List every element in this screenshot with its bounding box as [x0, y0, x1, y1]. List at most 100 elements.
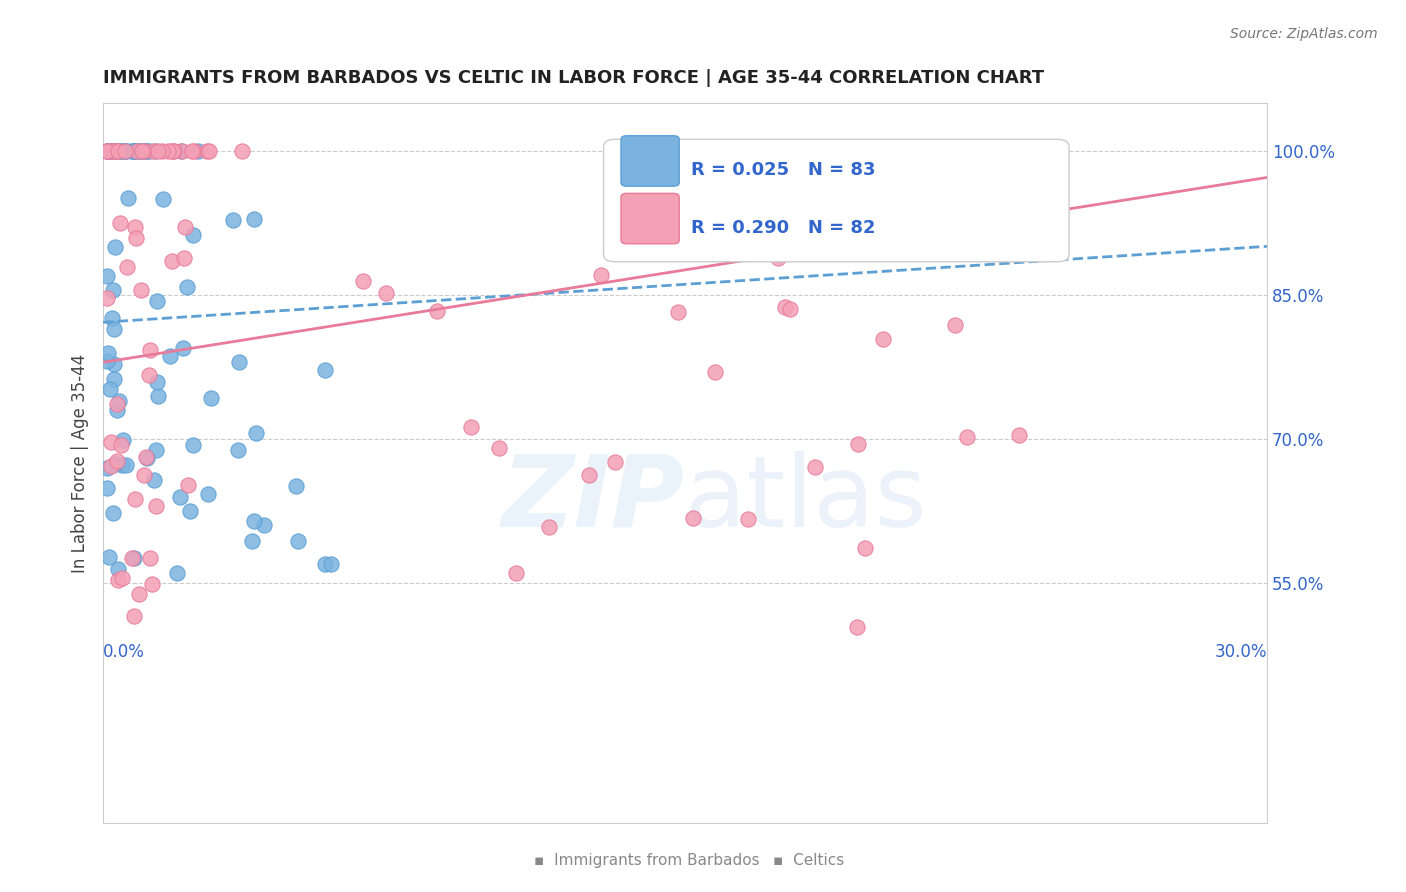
Celtics — [125, 231, 148, 245]
Celtics — [375, 286, 398, 301]
Celtics — [731, 207, 754, 221]
Immigrants from Barbados — [104, 457, 127, 471]
Text: atlas: atlas — [685, 451, 927, 548]
Celtics — [537, 519, 560, 533]
Immigrants from Barbados — [179, 504, 201, 518]
Immigrants from Barbados — [114, 145, 136, 159]
Immigrants from Barbados — [96, 145, 118, 159]
Celtics — [163, 145, 186, 159]
Immigrants from Barbados — [145, 442, 167, 457]
Immigrants from Barbados — [226, 443, 249, 458]
Immigrants from Barbados — [103, 372, 125, 386]
Celtics — [132, 467, 155, 482]
Immigrants from Barbados — [135, 451, 157, 466]
Immigrants from Barbados — [243, 212, 266, 227]
Celtics — [141, 577, 163, 591]
Immigrants from Barbados — [245, 426, 267, 441]
Celtics — [704, 365, 727, 379]
Immigrants from Barbados — [117, 191, 139, 205]
Immigrants from Barbados — [96, 145, 118, 159]
Immigrants from Barbados — [124, 145, 146, 159]
Y-axis label: In Labor Force | Age 35-44: In Labor Force | Age 35-44 — [72, 354, 89, 573]
Celtics — [150, 145, 173, 159]
Immigrants from Barbados — [100, 145, 122, 159]
Immigrants from Barbados — [142, 473, 165, 487]
Immigrants from Barbados — [121, 145, 143, 159]
FancyBboxPatch shape — [603, 139, 1069, 261]
Celtics — [693, 184, 716, 198]
Celtics — [170, 145, 193, 159]
Immigrants from Barbados — [138, 145, 160, 159]
Immigrants from Barbados — [252, 518, 274, 533]
Immigrants from Barbados — [101, 311, 124, 326]
Celtics — [855, 541, 877, 555]
Immigrants from Barbados — [242, 514, 264, 528]
Celtics — [173, 252, 195, 266]
Celtics — [105, 145, 128, 159]
FancyBboxPatch shape — [621, 194, 679, 244]
Celtics — [231, 145, 253, 159]
Immigrants from Barbados — [200, 392, 222, 406]
Celtics — [177, 477, 200, 491]
Immigrants from Barbados — [104, 240, 127, 254]
Immigrants from Barbados — [166, 566, 188, 581]
Immigrants from Barbados — [319, 557, 342, 571]
Celtics — [804, 460, 827, 475]
Text: ZIP: ZIP — [502, 451, 685, 548]
Immigrants from Barbados — [110, 145, 132, 159]
Immigrants from Barbados — [97, 145, 120, 159]
Celtics — [1008, 428, 1031, 442]
Immigrants from Barbados — [96, 354, 118, 368]
Immigrants from Barbados — [121, 145, 143, 159]
Celtics — [846, 437, 869, 451]
Celtics — [195, 145, 218, 159]
Celtics — [139, 343, 162, 358]
Immigrants from Barbados — [228, 355, 250, 369]
Immigrants from Barbados — [103, 145, 125, 159]
Immigrants from Barbados — [96, 268, 118, 283]
Celtics — [846, 620, 869, 634]
Immigrants from Barbados — [240, 533, 263, 548]
Celtics — [101, 145, 124, 159]
Celtics — [129, 283, 152, 297]
Celtics — [127, 145, 149, 159]
Immigrants from Barbados — [105, 403, 128, 417]
Immigrants from Barbados — [107, 145, 129, 159]
Celtics — [135, 450, 157, 464]
Immigrants from Barbados — [135, 145, 157, 159]
Immigrants from Barbados — [181, 227, 204, 242]
Immigrants from Barbados — [159, 349, 181, 363]
FancyBboxPatch shape — [621, 136, 679, 186]
Celtics — [100, 435, 122, 450]
Immigrants from Barbados — [122, 145, 145, 159]
Immigrants from Barbados — [101, 506, 124, 520]
Immigrants from Barbados — [103, 283, 125, 297]
Celtics — [737, 512, 759, 526]
Celtics — [718, 199, 741, 213]
Immigrants from Barbados — [176, 280, 198, 294]
Immigrants from Barbados — [197, 487, 219, 501]
Immigrants from Barbados — [172, 341, 194, 355]
Immigrants from Barbados — [128, 145, 150, 159]
Immigrants from Barbados — [136, 145, 159, 159]
Celtics — [121, 551, 143, 566]
Celtics — [633, 194, 655, 209]
Immigrants from Barbados — [122, 551, 145, 566]
Celtics — [96, 145, 118, 159]
Text: R = 0.290   N = 82: R = 0.290 N = 82 — [690, 219, 876, 236]
Immigrants from Barbados — [143, 145, 166, 159]
Celtics — [591, 268, 613, 282]
Immigrants from Barbados — [132, 145, 155, 159]
Text: 0.0%: 0.0% — [103, 643, 145, 662]
Celtics — [766, 251, 789, 265]
Celtics — [138, 551, 160, 566]
Immigrants from Barbados — [114, 145, 136, 159]
Celtics — [460, 420, 482, 434]
Immigrants from Barbados — [98, 145, 121, 159]
Immigrants from Barbados — [125, 145, 148, 159]
Text: IMMIGRANTS FROM BARBADOS VS CELTIC IN LABOR FORCE | AGE 35-44 CORRELATION CHART: IMMIGRANTS FROM BARBADOS VS CELTIC IN LA… — [103, 69, 1045, 87]
Celtics — [114, 145, 136, 159]
Celtics — [138, 368, 160, 382]
Celtics — [872, 332, 894, 346]
Celtics — [162, 145, 184, 159]
